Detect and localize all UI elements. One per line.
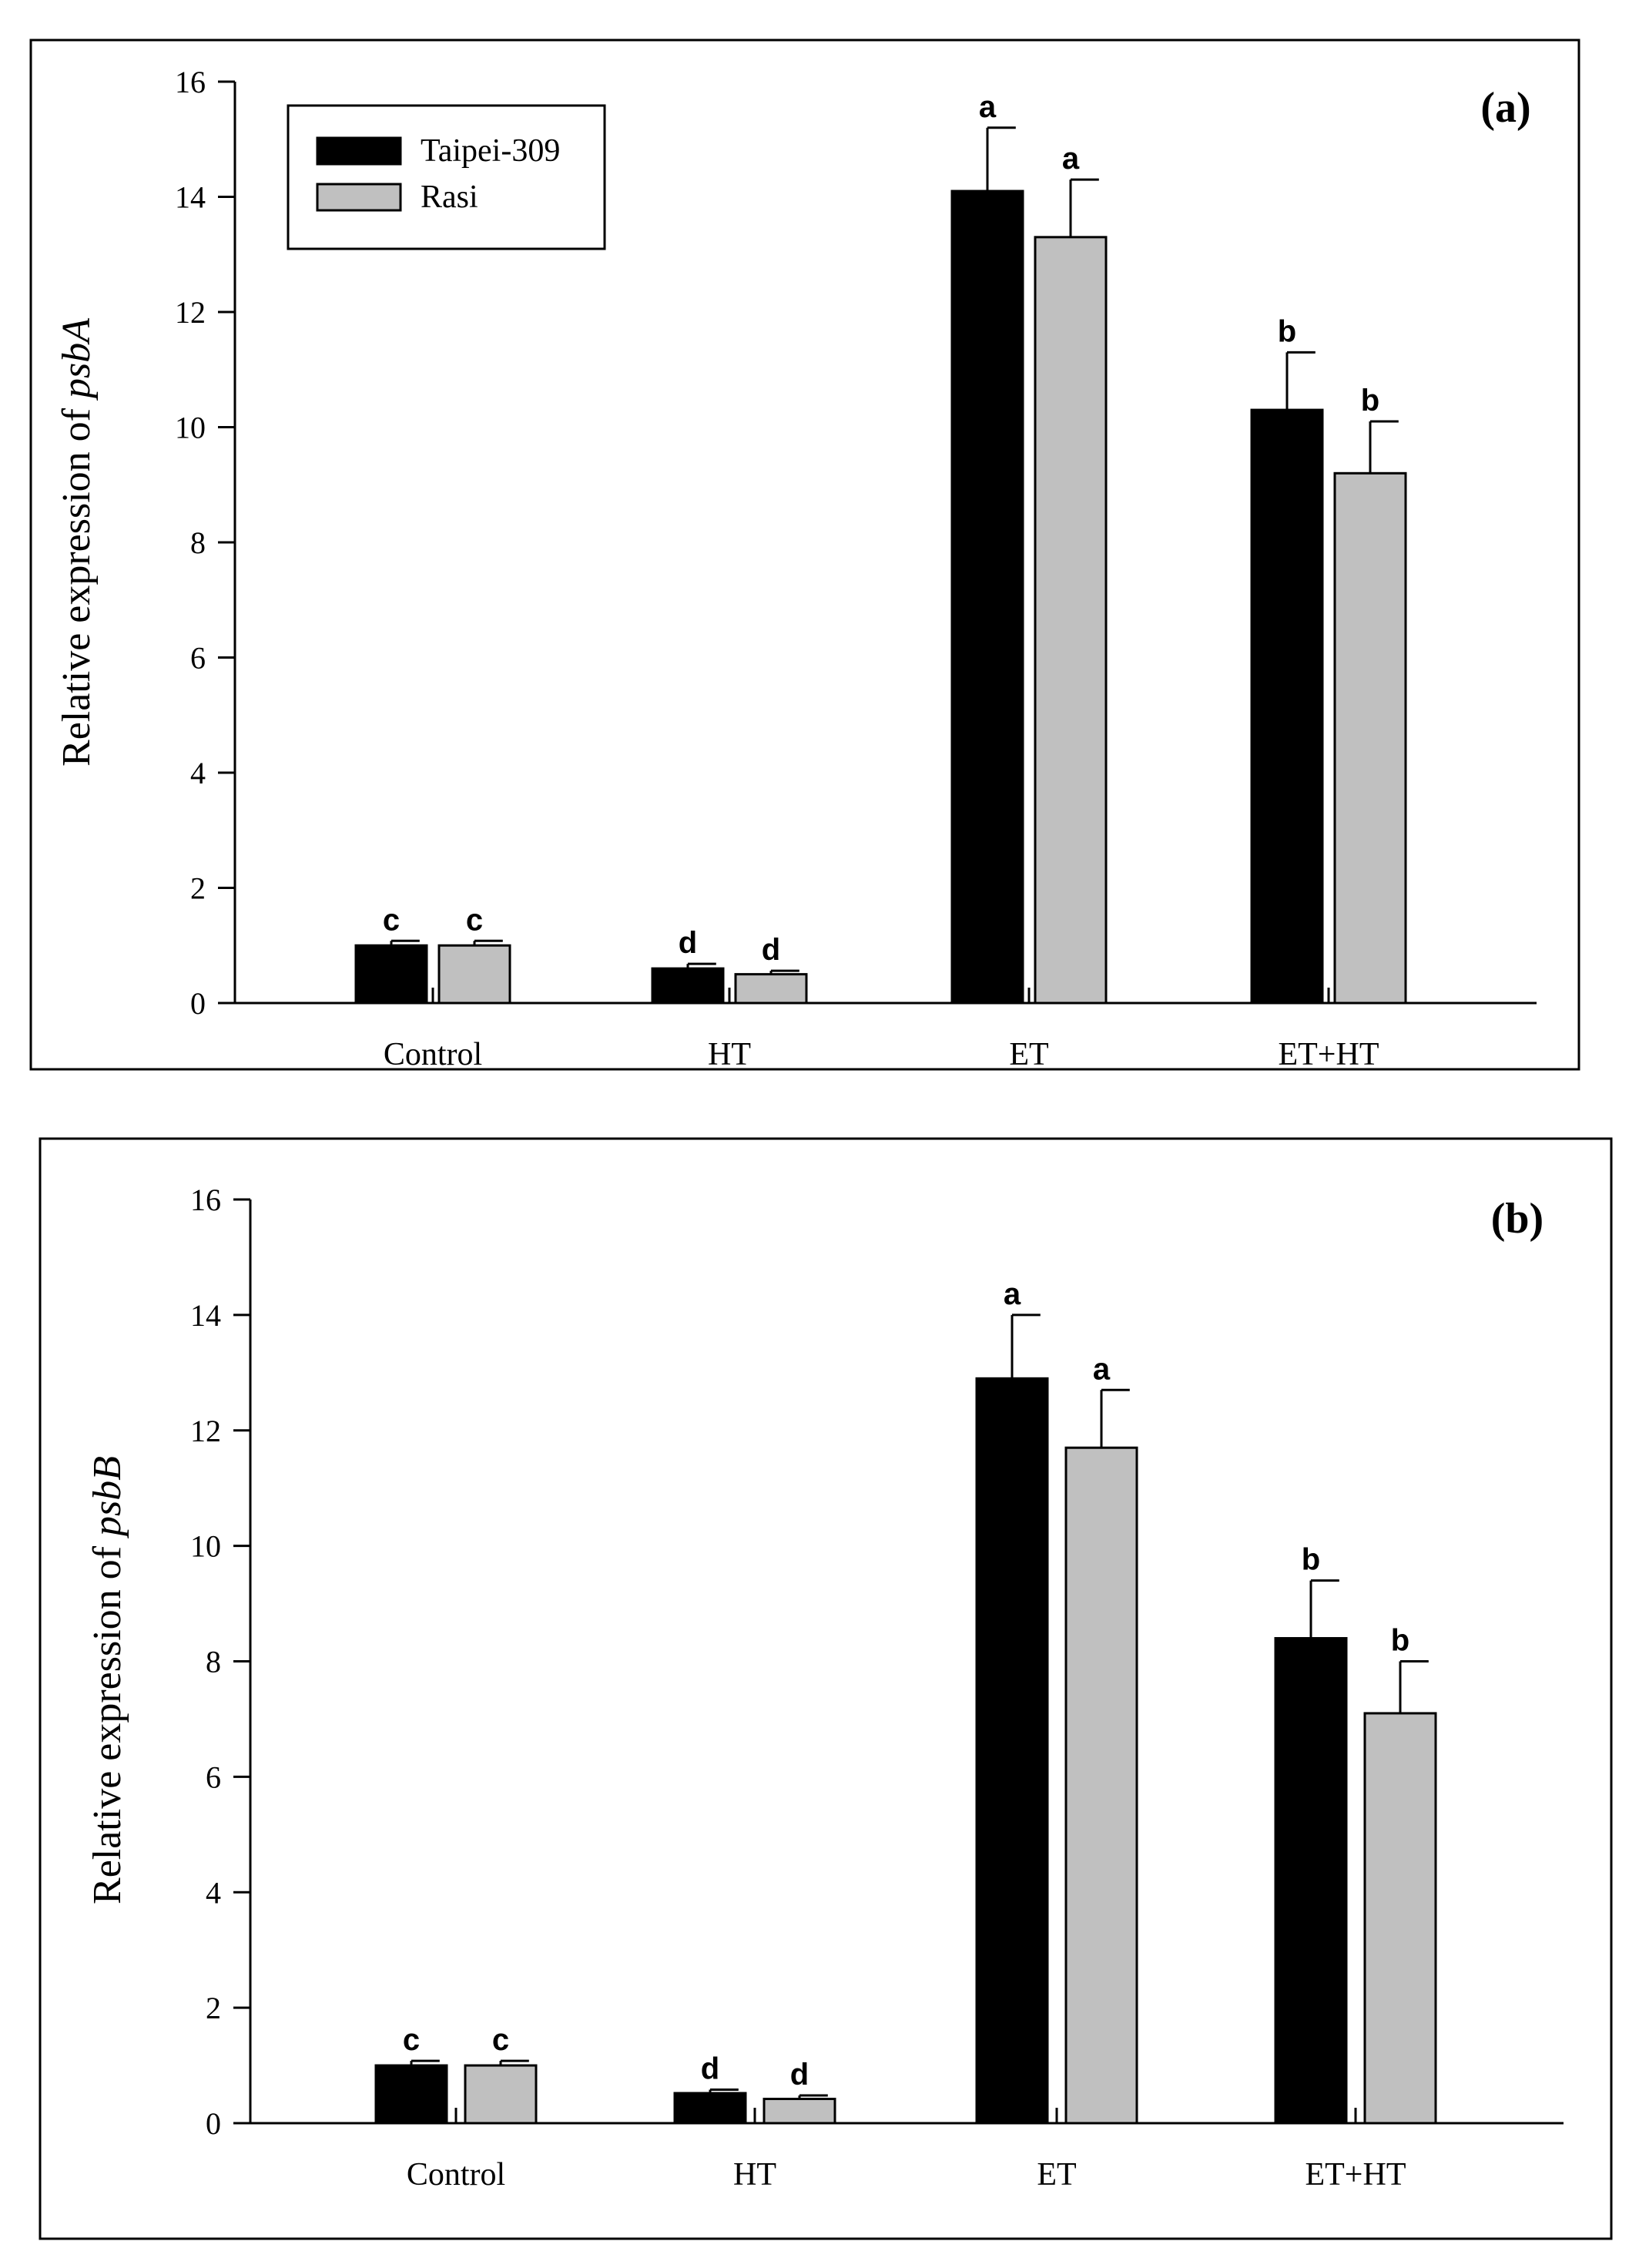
significance-letter: b (1302, 1543, 1320, 1577)
significance-letter: d (762, 933, 780, 967)
y-tick-label: 10 (175, 411, 206, 445)
legend-label: Rasi (421, 179, 478, 215)
x-tick-label: Control (407, 2157, 505, 2193)
y-tick-label: 8 (206, 1645, 221, 1679)
y-tick-label: 4 (190, 756, 206, 790)
panel-a-frame (29, 39, 1580, 1071)
x-tick-label: HT (708, 1037, 751, 1072)
bar-rasi-control (437, 944, 511, 1005)
y-tick-label: 12 (190, 1414, 221, 1448)
y-tick-label: 6 (190, 641, 206, 676)
y-tick-label: 6 (206, 1760, 221, 1794)
significance-letter: c (466, 903, 483, 937)
y-tick-label: 16 (175, 65, 206, 99)
y-tick-label: 8 (190, 525, 206, 560)
bar-rasi-et-ht (1363, 1712, 1437, 2125)
bar-taipei-309-et-ht (1274, 1637, 1348, 2125)
y-axis-label: Relative expression of psbA (55, 318, 99, 767)
y-axis-label-prefix: Relative expression of (85, 1536, 129, 1904)
panel-label: (b) (1491, 1195, 1543, 1243)
bar-rasi-et (1034, 236, 1108, 1005)
significance-letter: c (383, 903, 400, 937)
bar-taipei-309-ht (651, 967, 725, 1005)
bar-rasi-ht (734, 973, 808, 1005)
y-tick-label: 14 (175, 180, 206, 215)
bar-taipei-309-et (950, 190, 1024, 1005)
y-tick-label: 0 (206, 2106, 221, 2141)
legend-swatch (316, 183, 402, 212)
significance-letter: a (1093, 1352, 1111, 1386)
panel-b-frame (39, 1137, 1613, 2240)
panel-b-chart: 0 2 4 6 8 10 12 14 16 Relative expression of psbB… (39, 1137, 1613, 2240)
y-tick-label: 2 (206, 1991, 221, 2025)
y-tick-label: 10 (190, 1529, 221, 1564)
bar-rasi-et (1064, 1446, 1138, 2125)
y-axis-label-gene: psbB (85, 1456, 129, 1539)
y-tick-label: 16 (190, 1183, 221, 1217)
y-tick-label: 0 (190, 986, 206, 1021)
x-tick-label: ET (1009, 1037, 1048, 1072)
significance-letter: d (679, 926, 697, 960)
bar-taipei-309-et-ht (1250, 408, 1324, 1005)
significance-letter: a (979, 90, 997, 124)
x-tick-label: ET+HT (1306, 2157, 1406, 2193)
bar-taipei-309-control (354, 944, 428, 1005)
significance-letter: d (790, 2058, 809, 2092)
significance-letter: a (1062, 142, 1080, 176)
significance-letter: d (701, 2052, 719, 2086)
significance-letter: b (1391, 1624, 1409, 1658)
x-tick-label: ET (1037, 2157, 1076, 2193)
significance-letter: c (403, 2023, 420, 2057)
legend: Taipei-309 Rasi (287, 104, 606, 250)
significance-letter: c (492, 2023, 509, 2057)
x-tick-label: HT (733, 2157, 776, 2193)
y-tick-label: 14 (190, 1298, 221, 1333)
panel-label: (a) (1480, 84, 1530, 132)
y-axis-label-gene: psbA (55, 318, 99, 401)
y-tick-label: 4 (206, 1875, 221, 1910)
bar-taipei-309-et (975, 1377, 1049, 2125)
bar-taipei-309-ht (673, 2092, 747, 2125)
legend-swatch (316, 136, 402, 166)
legend-box (287, 104, 606, 250)
panel-a-chart: 0 2 4 6 8 10 12 14 16 Relative expression of psbA… (29, 39, 1580, 1072)
legend-label: Taipei-309 (421, 133, 560, 169)
bar-rasi-ht (763, 2098, 836, 2125)
y-axis-label-prefix: Relative expression of (55, 398, 99, 767)
significance-letter: a (1004, 1277, 1021, 1311)
bar-taipei-309-control (374, 2064, 448, 2125)
significance-letter: b (1278, 314, 1296, 348)
y-tick-label: 12 (175, 295, 206, 330)
bar-rasi-control (464, 2064, 538, 2125)
bar-rasi-et-ht (1333, 471, 1407, 1005)
y-tick-label: 2 (190, 871, 206, 906)
x-tick-label: Control (384, 1037, 482, 1072)
significance-letter: b (1361, 384, 1379, 418)
y-axis-label: Relative expression of psbB (85, 1456, 129, 1904)
x-tick-label: ET+HT (1279, 1037, 1379, 1072)
